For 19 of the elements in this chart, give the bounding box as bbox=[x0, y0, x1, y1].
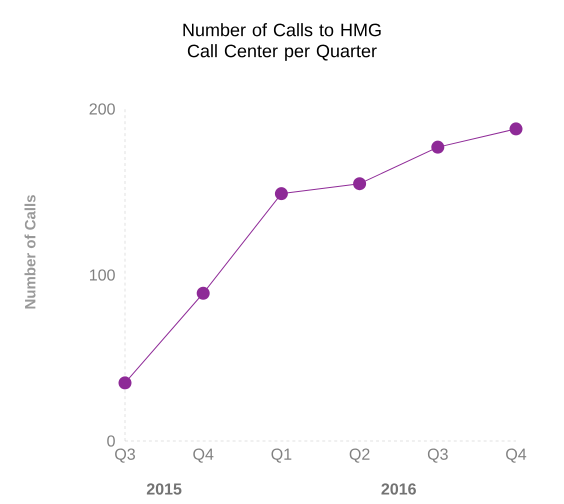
x-tick-label: Q1 bbox=[271, 448, 292, 463]
y-tick-label: 0 bbox=[107, 435, 115, 447]
y-tick-label: 100 bbox=[90, 269, 115, 281]
point bbox=[431, 140, 444, 154]
point bbox=[118, 376, 132, 390]
chart-title: Number of Calls to HMG Call Center per Quarter bbox=[183, 23, 381, 61]
point bbox=[196, 286, 210, 300]
x-tick-label: Q2 bbox=[350, 448, 370, 463]
y-axis-title: Number of Calls bbox=[24, 195, 36, 309]
point bbox=[510, 122, 523, 136]
x-tick-label: Q4 bbox=[506, 448, 526, 463]
y-tick-label: 200 bbox=[90, 103, 115, 115]
point bbox=[274, 187, 288, 200]
x-tick-label: Q3 bbox=[428, 448, 448, 463]
text: 2015 bbox=[146, 483, 182, 495]
text: 2016 bbox=[381, 483, 416, 495]
x-tick-label: Q3 bbox=[115, 448, 135, 463]
x-tick-label: Q4 bbox=[193, 448, 214, 463]
point bbox=[353, 177, 366, 190]
